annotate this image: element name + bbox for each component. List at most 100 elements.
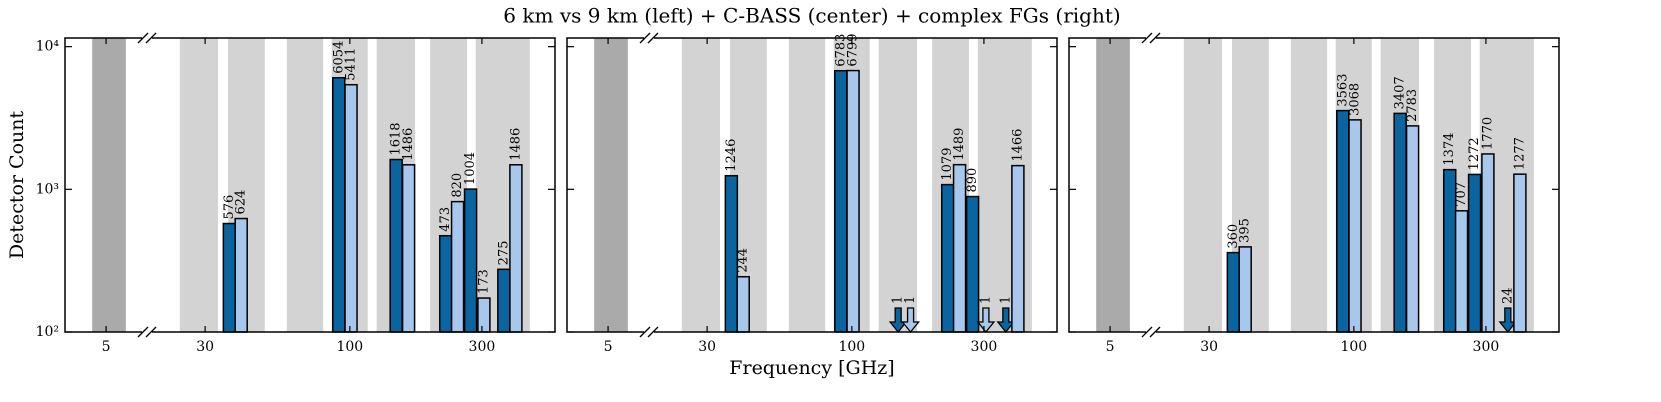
x-tick-label: 300 [1473, 339, 1500, 355]
axis-break-mark [639, 32, 651, 44]
bar [940, 183, 955, 333]
x-axis-label: Frequency [GHz] [729, 357, 894, 379]
bar [1513, 173, 1527, 333]
value-label: 1489 [952, 128, 967, 161]
bar [234, 217, 248, 333]
value-label: 890 [965, 168, 980, 193]
axis-break-gap [1146, 329, 1156, 335]
x-tick-label: 100 [838, 339, 865, 355]
value-label: 1374 [1442, 133, 1457, 166]
frequency-band [594, 38, 628, 332]
value-label: 173 [476, 269, 491, 294]
bar [389, 158, 403, 333]
plot-frame [566, 37, 1058, 333]
plot-frame [64, 37, 556, 333]
x-tick-label: 300 [469, 339, 496, 355]
axis-break-mark [639, 326, 651, 338]
value-label: 1 [998, 296, 1013, 304]
value-label: 1079 [940, 148, 955, 181]
axis-break-mark [1149, 326, 1161, 338]
x-tick-label: 300 [971, 339, 998, 355]
axis-break-mark [137, 32, 149, 44]
axis-break-mark [137, 326, 149, 338]
bar [1454, 210, 1469, 333]
bar [1481, 153, 1495, 333]
x-tick-label: 5 [1106, 339, 1115, 355]
value-label: 2783 [1405, 89, 1420, 122]
frequency-band [681, 38, 721, 332]
axis-break-gap [1146, 35, 1156, 41]
chart-title: 6 km vs 9 km (left) + C-BASS (center) + … [503, 4, 1120, 28]
value-label: 395 [1238, 218, 1253, 243]
axis-break-mark [647, 326, 659, 338]
axis-break-mark [1141, 32, 1153, 44]
x-tick-label: 5 [102, 339, 111, 355]
frequency-band [1096, 38, 1130, 332]
value-label: 473 [438, 207, 453, 232]
bar [846, 69, 860, 333]
x-tick-label: 100 [336, 339, 363, 355]
bar [1238, 246, 1252, 333]
value-label: 275 [496, 240, 511, 265]
bar [509, 164, 523, 333]
frequency-band [179, 38, 219, 332]
axis-break-gap [142, 329, 152, 335]
bar [438, 234, 453, 333]
bar [344, 83, 358, 333]
upper-limit-arrow [901, 307, 920, 334]
frequency-band [1290, 38, 1328, 332]
axis-break-gap [644, 35, 654, 41]
bar [965, 195, 980, 333]
x-tick-label: 5 [604, 339, 613, 355]
x-tick-label: 100 [1340, 339, 1367, 355]
upper-limit-arrow [976, 307, 996, 334]
bar [1336, 109, 1350, 333]
upper-limit-arrow [996, 307, 1016, 334]
bar [497, 268, 511, 333]
value-label: 1004 [463, 152, 478, 185]
value-label: 1770 [1480, 117, 1495, 150]
value-label: 1246 [724, 139, 739, 172]
bar [834, 69, 848, 333]
upper-limit-arrow [888, 307, 908, 334]
axis-break-gap [142, 35, 152, 41]
value-label: 1466 [1010, 129, 1025, 162]
bar [952, 163, 967, 333]
x-tick-label: 30 [196, 339, 214, 355]
value-label: 820 [450, 173, 465, 198]
y-axis-label: Detector Count [6, 110, 28, 259]
value-label: 624 [234, 190, 249, 215]
axis-break-mark [1149, 32, 1161, 44]
value-label: 244 [736, 248, 751, 273]
frequency-band [1183, 38, 1223, 332]
bar [1405, 125, 1420, 333]
bar [450, 200, 465, 333]
bar [1467, 173, 1482, 333]
y-tick-label: 10² [36, 324, 59, 340]
axis-break-gap [644, 329, 654, 335]
value-label: 6799 [846, 33, 861, 66]
bar [463, 188, 478, 333]
axis-break-mark [1141, 326, 1153, 338]
value-label: 1 [978, 296, 993, 304]
value-label: 6783 [833, 34, 848, 67]
bar [1011, 164, 1025, 333]
value-label: 1 [891, 296, 906, 304]
frequency-band [92, 38, 126, 332]
frequency-band [286, 38, 324, 332]
bar [401, 164, 416, 333]
value-label: 1 [903, 296, 918, 304]
value-label: 3407 [1393, 76, 1408, 109]
x-tick-label: 30 [698, 339, 716, 355]
upper-limit-arrow [1498, 307, 1518, 334]
plot-frame [1068, 37, 1560, 333]
value-label: 576 [222, 195, 237, 220]
value-label: 5411 [344, 48, 359, 81]
value-label: 360 [1226, 224, 1241, 249]
y-tick-label: 10³ [36, 181, 59, 197]
value-label: 3563 [1335, 74, 1350, 107]
x-tick-label: 30 [1200, 339, 1218, 355]
frequency-band [788, 38, 826, 332]
axis-break-mark [145, 326, 157, 338]
